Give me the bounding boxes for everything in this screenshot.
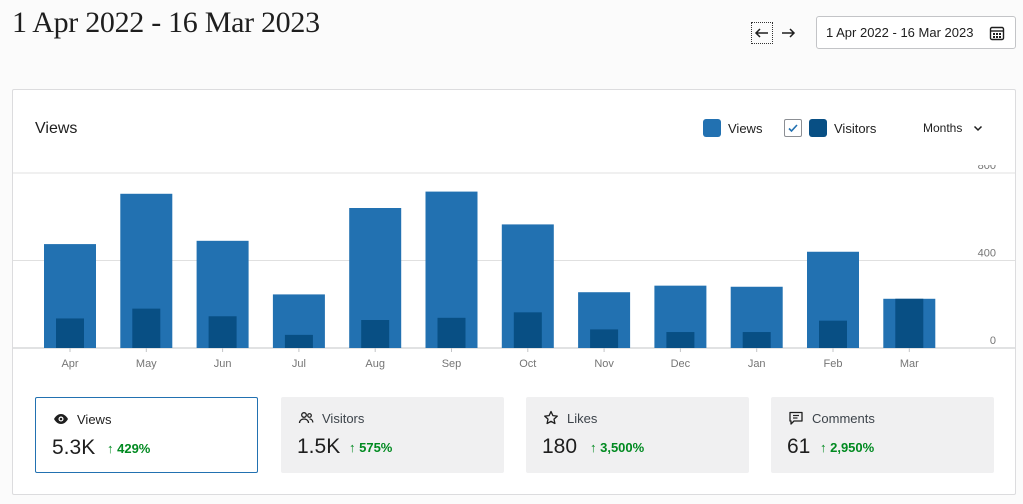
y-tick-label: 800 — [978, 165, 996, 172]
x-tick-label: Jan — [748, 358, 766, 370]
comment-icon — [789, 411, 803, 425]
x-tick-label: Dec — [671, 358, 691, 370]
bar-visitors — [437, 317, 466, 348]
stat-comments-value: 61 — [787, 435, 811, 458]
bar-visitors — [361, 320, 390, 348]
visitors-toggle-checkbox[interactable] — [784, 119, 802, 137]
views-chart-card: Views Views Visitors Months 0 400 800 Apr Ma… — [12, 89, 1016, 495]
checkmark-icon — [788, 124, 798, 133]
arrow-right-icon — [782, 28, 796, 38]
stat-card-comments[interactable]: Comments 61 ↑ 2,950% — [771, 397, 994, 473]
x-tick-label: Sep — [442, 358, 462, 370]
stat-views-label: Views — [77, 411, 112, 427]
arrow-left-icon — [754, 28, 768, 38]
calendar-icon — [989, 26, 1005, 41]
bar-visitors — [56, 318, 84, 348]
x-tick-label: Oct — [519, 358, 536, 370]
chevron-down-icon — [974, 125, 983, 132]
stat-views-value: 5.3K — [52, 436, 96, 459]
bar-visitors — [590, 329, 619, 348]
stat-card-visitors[interactable]: Visitors 1.5K ↑ 575% — [281, 397, 504, 473]
legend-views: Views — [703, 119, 762, 137]
bar-visitors — [742, 332, 771, 348]
stat-card-likes[interactable]: Likes 180 ↑ 3,500% — [526, 397, 749, 473]
stat-visitors-value: 1.5K — [297, 435, 341, 458]
x-tick-label: Mar — [900, 358, 919, 370]
x-tick-label: May — [136, 358, 157, 370]
date-range-picker[interactable]: 1 Apr 2022 - 16 Mar 2023 — [816, 16, 1016, 49]
legend-views-label: Views — [728, 120, 763, 136]
bar-visitors — [513, 312, 542, 348]
bar-visitors — [819, 320, 847, 348]
previous-period-button[interactable] — [751, 22, 773, 44]
stat-views-trend: ↑ 429% — [107, 441, 151, 456]
legend-visitors-label: Visitors — [834, 120, 877, 136]
next-period-button[interactable] — [777, 22, 799, 44]
star-icon — [544, 410, 558, 425]
stat-likes-trend: ↑ 3,500% — [590, 440, 645, 455]
x-tick-label: Nov — [594, 358, 614, 370]
stat-comments-trend: ↑ 2,950% — [820, 440, 875, 455]
x-tick-label: Aug — [365, 358, 385, 370]
legend-visitors: Visitors — [784, 119, 876, 137]
date-range-label: 1 Apr 2022 - 16 Mar 2023 — [826, 25, 974, 40]
x-tick-label: Jun — [214, 358, 232, 370]
x-tick-label: Jul — [292, 358, 306, 370]
views-swatch — [703, 119, 721, 137]
stat-likes-value: 180 — [542, 435, 578, 458]
chart-card-title: Views — [35, 120, 78, 137]
eye-icon — [54, 414, 68, 424]
period-select-value: Months — [923, 121, 963, 135]
stat-visitors-trend: ↑ 575% — [349, 440, 393, 455]
period-select[interactable]: Months — [923, 121, 984, 135]
visitors-swatch — [809, 119, 827, 137]
bar-visitors — [132, 308, 161, 348]
x-tick-label: Apr — [61, 358, 78, 370]
bar-visitors — [284, 334, 313, 348]
stat-visitors-label: Visitors — [322, 410, 365, 426]
people-icon — [298, 412, 314, 424]
x-tick-label: Feb — [824, 358, 843, 370]
bar-visitors — [666, 332, 695, 348]
stat-comments-label: Comments — [812, 410, 875, 426]
bar-visitors — [208, 316, 237, 348]
bar-visitors — [895, 298, 924, 348]
page-title: 1 Apr 2022 - 16 Mar 2023 — [12, 6, 320, 39]
y-tick-label: 400 — [978, 248, 996, 260]
y-tick-label: 0 — [990, 335, 996, 347]
stat-likes-label: Likes — [567, 410, 598, 426]
views-bar-chart: 0 400 800 Apr May Jun Jul Aug Sep Oct Nov Dec Jan Feb… — [13, 165, 1015, 370]
stat-card-views[interactable]: Views 5.3K ↑ 429% — [35, 397, 258, 473]
